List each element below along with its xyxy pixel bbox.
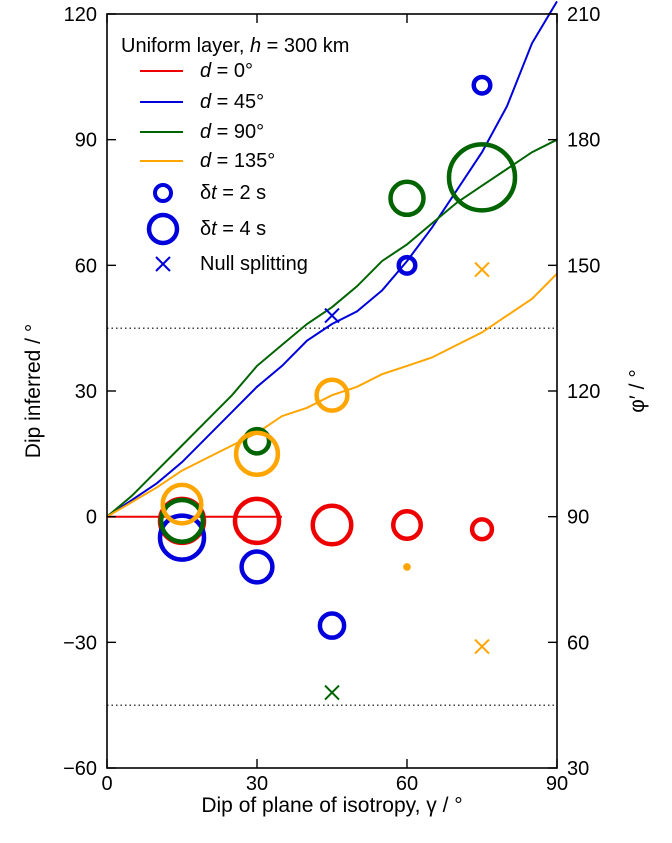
split-marker	[242, 426, 272, 456]
legend-label: δt = 4 s	[200, 218, 266, 240]
y-tick-label-left: −60	[63, 758, 97, 780]
y-tick-label-left: 120	[64, 4, 97, 26]
split-marker	[446, 142, 518, 213]
legend-entry: d = 0°	[140, 60, 253, 82]
y-tick-label-right: 180	[567, 130, 600, 152]
y-tick-label-right: 90	[567, 507, 589, 529]
legend-title: Uniform layer, h = 300 km	[121, 35, 349, 57]
null-marker	[324, 307, 340, 324]
null-stroke	[324, 684, 340, 701]
y-axis-title-left: Dip inferred / °	[22, 324, 45, 458]
y-tick-label-left: 90	[75, 130, 97, 152]
split-marker	[239, 549, 275, 585]
legend-label: d = 135°	[200, 150, 275, 172]
split-marker	[158, 497, 206, 545]
split-marker	[469, 517, 495, 542]
legend-label: Null splitting	[200, 253, 308, 275]
legend-entry: d = 135°	[140, 150, 275, 172]
null-stroke	[474, 638, 490, 655]
null-marker	[474, 638, 490, 655]
y-tick-label-right: 120	[567, 381, 600, 403]
null-stroke	[474, 261, 490, 278]
x-tick-label: 0	[101, 773, 112, 795]
curve-d-90-	[106, 138, 558, 518]
null-marker	[474, 261, 490, 278]
split-marker	[314, 377, 350, 413]
y-tick-label-right: 210	[567, 4, 600, 26]
null-marker	[324, 684, 340, 701]
split-marker	[232, 496, 282, 546]
split-marker	[157, 513, 207, 562]
split-marker	[233, 430, 281, 477]
legend-entry: δt = 4 s	[146, 212, 266, 246]
data-markers	[157, 74, 518, 701]
null-stroke	[324, 307, 340, 324]
split-marker	[471, 74, 493, 96]
legend-entry: d = 45°	[140, 91, 264, 113]
legend-label: d = 90°	[200, 121, 264, 143]
y-tick-label-left: −30	[63, 632, 97, 654]
legend-cross-swatch	[155, 256, 171, 272]
y-tick-label-right: 30	[567, 758, 589, 780]
legend-circle-swatch	[153, 183, 173, 203]
y-tick-label-left: 60	[75, 255, 97, 277]
legend-entry: d = 90°	[140, 121, 264, 143]
split-marker	[317, 611, 347, 640]
split-marker	[391, 509, 423, 542]
reference-lines	[107, 327, 557, 706]
y-tick-label-left: 30	[75, 381, 97, 403]
split-marker	[388, 179, 426, 218]
split-marker	[310, 503, 354, 547]
legend-entry: δt = 2 s	[153, 182, 266, 204]
plot-frame	[106, 13, 558, 769]
x-tick-label: 30	[246, 773, 268, 795]
legend-entry: Null splitting	[155, 253, 308, 275]
split-marker	[396, 254, 418, 276]
y-tick-label-right: 150	[567, 255, 600, 277]
y-axis-title-right: φ′ / °	[626, 369, 649, 412]
x-tick-label: 90	[546, 773, 568, 795]
split-marker	[160, 482, 204, 526]
legend: Uniform layer, h = 300 km d = 0° d = 45° d …	[121, 35, 349, 275]
legend-label: δt = 2 s	[200, 182, 266, 204]
x-tick-label: 60	[396, 773, 418, 795]
y-tick-label-right: 60	[567, 632, 589, 654]
legend-label: d = 45°	[200, 91, 264, 113]
x-axis-title: Dip of plane of isotropy, γ / °	[201, 794, 462, 817]
legend-label: d = 0°	[200, 60, 253, 82]
axes: 0 30 60 90 −60 −30 0 30 60 90 120 30 60 90 120 150 180 21…	[22, 4, 649, 817]
split-marker-filled	[403, 563, 411, 571]
y-tick-label-left: 0	[86, 507, 97, 529]
legend-circle-swatch	[146, 212, 180, 246]
curve-d-135-	[106, 272, 558, 518]
